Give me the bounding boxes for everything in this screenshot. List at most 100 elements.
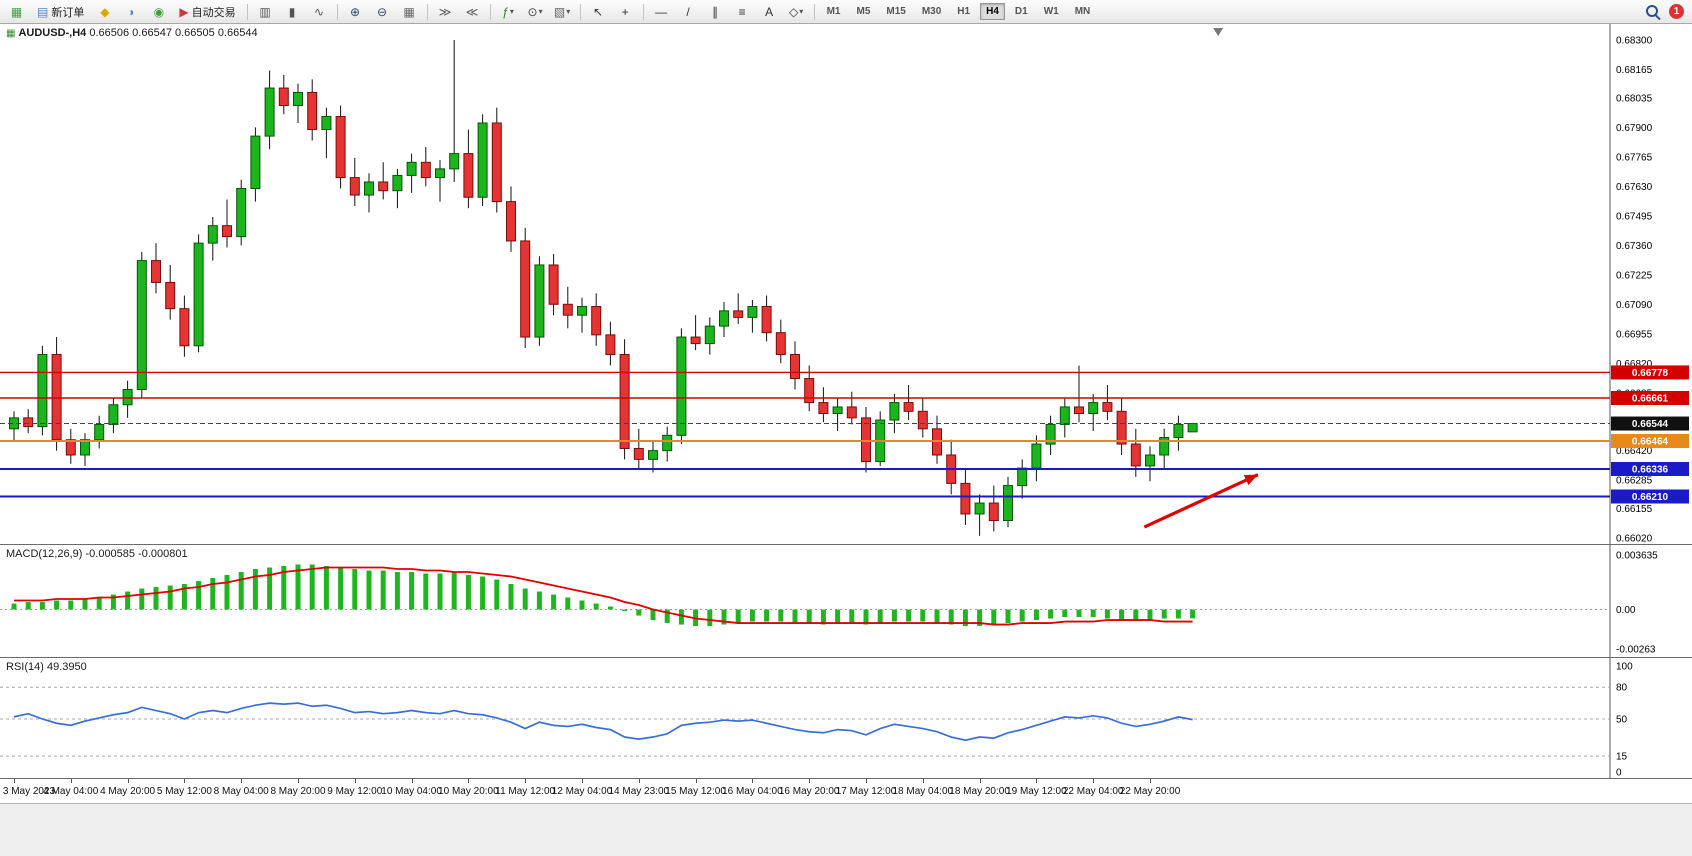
time-label: 18 May 20:00 (949, 786, 1010, 797)
candle (250, 135, 261, 190)
auto-trading-button[interactable]: ▶ 自动交易 (173, 1, 241, 22)
time-label: 15 May 12:00 (665, 786, 726, 797)
candle (662, 434, 673, 452)
fibonacci-button[interactable]: ≡ (730, 1, 755, 22)
indicators-menu-button[interactable]: ƒ ▾ (496, 1, 521, 22)
time-label: 22 May 04:00 (1062, 786, 1124, 797)
timeframe-m15-button[interactable]: M15 (886, 6, 906, 17)
chart-shift-marker[interactable] (1213, 28, 1224, 36)
zoom-out-button[interactable]: ⊖ (370, 1, 395, 22)
chart-line-button[interactable]: ∿ (307, 1, 332, 22)
price-chart-pane[interactable]: ▦ AUDUSD-,H4 0.66506 0.66547 0.66505 0.66… (0, 24, 1692, 545)
time-axis[interactable]: 3 May 2023 4 May 04:00 4 May 20:00 5 May 12… (0, 779, 1692, 804)
price-tag-label: 0.66210 (1632, 492, 1669, 503)
market-depth-button[interactable]: ◗ (119, 1, 144, 22)
trendline-button[interactable]: / (676, 1, 701, 22)
time-tick (14, 779, 15, 783)
time-tick (354, 779, 356, 783)
text-tool-button[interactable]: A (757, 1, 782, 22)
price-tick-label: 0.66155 (1616, 504, 1653, 515)
candle (633, 447, 644, 460)
price-tick-label: 0.68165 (1616, 65, 1653, 76)
shapes-menu-button[interactable]: ◇ ▾ (784, 1, 809, 22)
timeframe-m5-button[interactable]: M5 (856, 6, 871, 17)
chart-shift-button[interactable]: ≪ (460, 1, 485, 22)
candle (1045, 423, 1056, 445)
timeframe-m1-button[interactable]: M1 (826, 6, 841, 17)
templates-menu-button[interactable]: ▧ ▾ (550, 1, 575, 22)
time-tick (298, 779, 299, 783)
candle (719, 310, 729, 327)
timeframe-h4-button[interactable]: H4 (980, 3, 1005, 20)
periods-menu-button[interactable]: ⊙ ▾ (523, 1, 548, 22)
price-chart-canvas[interactable]: 0.68300 0.68165 0.68035 0.67900 0.67765 0.676… (0, 24, 1692, 544)
auto-scroll-button[interactable]: ≫ (433, 1, 458, 22)
timeframe-h1-button[interactable]: H1 (957, 6, 971, 17)
auto-trading-label: 自动交易 (191, 6, 236, 19)
strategy-navigator-button[interactable]: ◉ (146, 1, 171, 22)
timeframe-w1-button[interactable]: W1 (1043, 6, 1059, 17)
timeframe-m30-button[interactable]: M30 (921, 6, 942, 17)
price-tick-label: 0.66285 (1616, 476, 1653, 487)
candle (903, 402, 914, 412)
timeframe-mn-button[interactable]: MN (1074, 6, 1091, 17)
candle (1074, 406, 1084, 414)
candle (1130, 443, 1141, 467)
tile-windows-button[interactable]: ▦ (397, 1, 422, 22)
new-chart-button[interactable]: ▦ (4, 1, 29, 22)
time-label: 10 May 04:00 (381, 786, 442, 797)
time-tick (468, 779, 470, 783)
candles-group[interactable] (9, 40, 1198, 536)
search-icon[interactable] (1645, 4, 1661, 20)
timeframe-d1-button[interactable]: D1 (1014, 6, 1028, 17)
chart-bars-button[interactable]: ▥ (253, 1, 278, 22)
time-tick (582, 779, 583, 783)
chart-header: ▦ AUDUSD-,H4 0.66506 0.66547 0.66505 0.66… (6, 27, 258, 39)
new-order-button[interactable]: ▤ 新订单 (31, 1, 90, 22)
candle (37, 354, 48, 428)
candle (591, 305, 602, 336)
price-tag (1611, 489, 1689, 504)
chart-context-icon[interactable]: ▦ (6, 28, 16, 39)
rsi-pane[interactable]: RSI(14) 49.3950 100 80 50 15 0 (0, 658, 1692, 779)
chart-candles-button[interactable]: ▮ (280, 1, 305, 22)
candle (818, 402, 829, 415)
candle (648, 450, 658, 460)
zoom-in-button[interactable]: ⊕ (343, 1, 368, 22)
candle (151, 260, 161, 283)
macd-canvas[interactable]: 0.003635 0.00 -0.00263 (0, 545, 1692, 657)
candle (349, 177, 360, 196)
price-tag-label: 0.66336 (1632, 464, 1669, 475)
zoom-in-icon: ⊕ (350, 4, 361, 19)
rsi-tick-label: 15 (1616, 752, 1628, 763)
equidistant-channel-button[interactable]: ∥ (703, 1, 728, 22)
cursor-icon: ↖ (593, 4, 604, 19)
candle (676, 336, 687, 436)
expert-advisors-button[interactable]: ◆ (92, 1, 117, 22)
fibonacci-icon: ≡ (738, 4, 746, 19)
tile-windows-icon: ▦ (403, 4, 415, 19)
macd-pane[interactable]: MACD(12,26,9) -0.000585 -0.000801 0.0036… (0, 545, 1692, 658)
price-tag (1611, 390, 1689, 405)
candle (1116, 410, 1127, 445)
candle (463, 153, 474, 198)
candle (988, 502, 999, 522)
chart-candles-icon: ▮ (288, 4, 296, 19)
candle (179, 308, 190, 347)
rsi-canvas[interactable]: 100 80 50 15 0 (0, 658, 1692, 778)
candle (775, 332, 786, 356)
crosshair-button[interactable]: + (613, 1, 638, 22)
candle (761, 305, 772, 334)
rsi-tick-label: 100 (1616, 662, 1633, 673)
toolbar-separator (336, 3, 338, 20)
time-label: 5 May 12:00 (156, 786, 212, 797)
candle (1102, 402, 1113, 412)
cursor-button[interactable]: ↖ (586, 1, 611, 22)
time-label: 4 May 04:00 (43, 786, 99, 797)
chart-line-icon: ∿ (314, 4, 325, 19)
candle (1088, 402, 1099, 415)
macd-tick-label: 0.003635 (1616, 551, 1658, 562)
notification-badge[interactable]: 1 (1669, 4, 1684, 19)
trend-arrow[interactable] (1143, 473, 1259, 529)
horizontal-line-button[interactable]: — (649, 1, 674, 22)
